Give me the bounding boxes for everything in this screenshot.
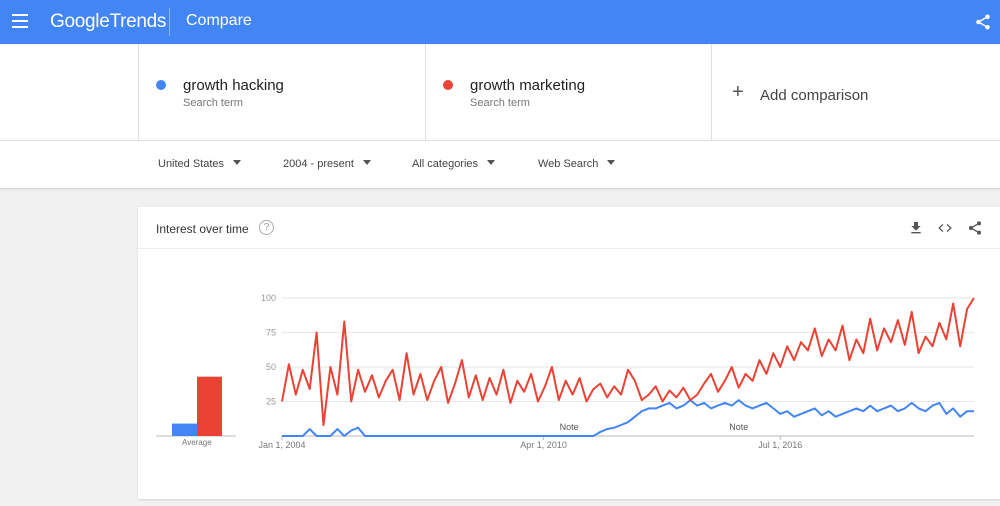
average-bar-growth-hacking — [172, 423, 197, 436]
add-comparison-button[interactable]: + Add comparison — [711, 44, 1000, 141]
interest-over-time-card: Interest over time ? Average 100 75 50 25 Ja… — [138, 207, 1000, 499]
interest-chart: 100 75 50 25 Jan 1, 2004 Apr 1, 2010 Jul 1, 20… — [156, 293, 975, 450]
filter-search-type-label: Web Search — [538, 158, 599, 170]
x-tick-label: Apr 1, 2010 — [520, 440, 567, 450]
average-label: Average — [182, 438, 212, 447]
logo-google: Google — [50, 11, 110, 32]
y-tick-label: 75 — [266, 328, 276, 338]
card-header: Interest over time ? — [138, 207, 1000, 249]
series-line-growth-hacking — [282, 399, 974, 437]
series-line-growth-marketing — [281, 297, 975, 426]
chevron-down-icon — [233, 160, 242, 165]
download-icon[interactable] — [908, 220, 924, 236]
filter-region[interactable]: United States — [158, 158, 242, 170]
top-app-bar: GoogleTrends Compare — [0, 0, 1000, 44]
chevron-down-icon — [362, 160, 371, 165]
term-card-growth-hacking[interactable]: growth hacking Search term — [138, 44, 425, 141]
note-marker: Note — [560, 422, 579, 432]
term-type: Search term — [470, 97, 530, 109]
filter-category-label: All categories — [412, 158, 479, 170]
chevron-down-icon — [607, 160, 616, 165]
y-tick-label: 25 — [266, 397, 276, 407]
logo-trends: Trends — [109, 11, 167, 32]
plus-icon: + — [732, 81, 744, 103]
filter-search-type[interactable]: Web Search — [538, 158, 616, 170]
menu-icon[interactable] — [12, 14, 28, 28]
series-color-dot — [156, 80, 166, 90]
add-comparison-label: Add comparison — [760, 87, 869, 104]
series-color-dot — [443, 80, 453, 90]
page-title: Compare — [186, 12, 252, 29]
share-icon[interactable] — [967, 220, 983, 236]
google-trends-logo[interactable]: GoogleTrends — [50, 11, 166, 33]
x-tick-label: Jul 1, 2016 — [758, 440, 802, 450]
term-card-growth-marketing[interactable]: growth marketing Search term — [425, 44, 711, 141]
average-bar-growth-marketing — [197, 376, 222, 436]
filter-time-range[interactable]: 2004 - present — [283, 158, 371, 170]
y-tick-label: 50 — [266, 362, 276, 372]
term-name: growth marketing — [470, 77, 586, 94]
share-icon[interactable] — [974, 13, 992, 31]
filter-category[interactable]: All categories — [412, 158, 496, 170]
filter-bar: United States 2004 - present All categor… — [0, 141, 1000, 189]
filter-region-label: United States — [158, 158, 225, 170]
help-icon[interactable]: ? — [259, 220, 274, 235]
note-marker: Note — [729, 422, 748, 432]
filter-time-label: 2004 - present — [283, 158, 354, 170]
header-divider — [169, 8, 170, 36]
y-tick-label: 100 — [261, 293, 276, 303]
card-title: Interest over time — [156, 222, 249, 236]
compare-terms-row: growth hacking Search term growth market… — [0, 44, 1000, 141]
term-name: growth hacking — [183, 77, 284, 94]
term-type: Search term — [183, 97, 243, 109]
embed-code-icon[interactable] — [937, 220, 953, 236]
chevron-down-icon — [487, 160, 496, 165]
x-tick-label: Jan 1, 2004 — [258, 440, 305, 450]
